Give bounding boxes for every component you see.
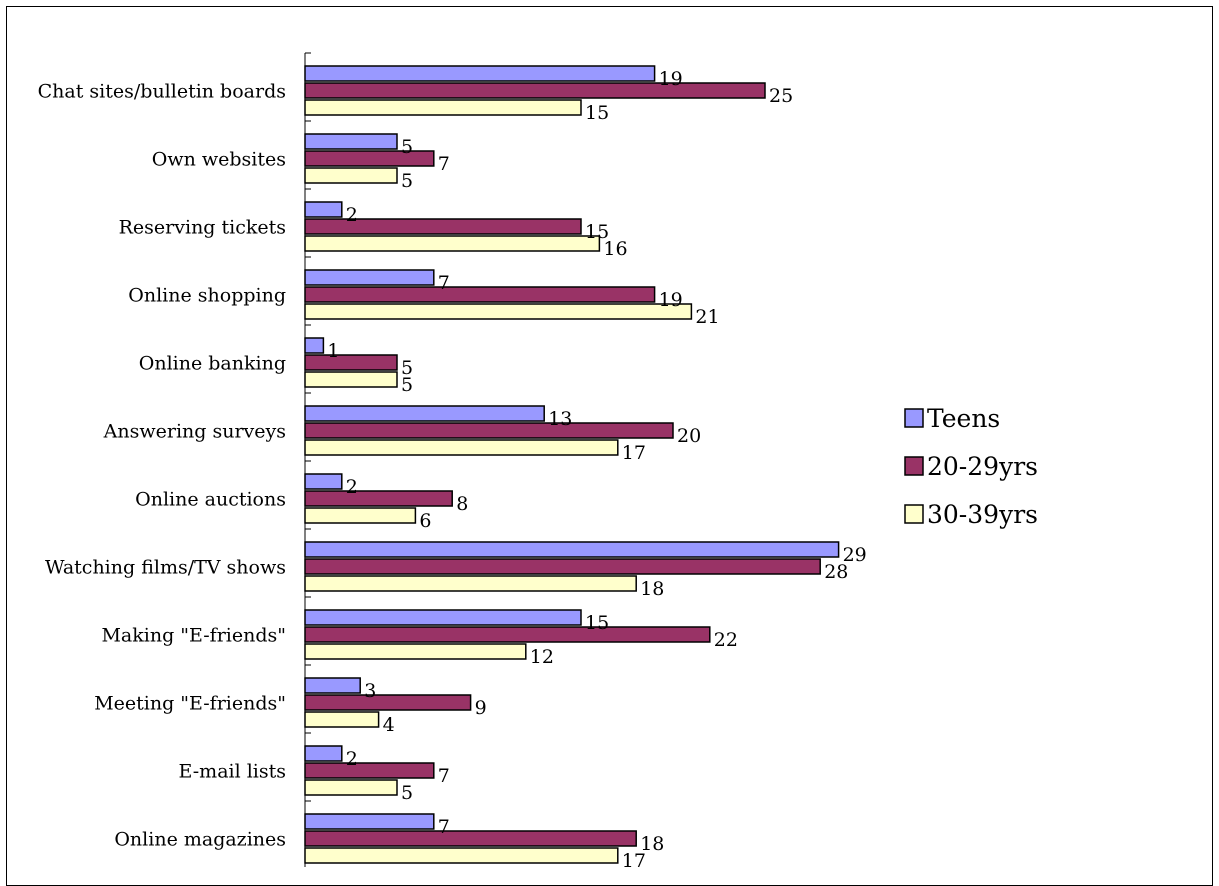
legend-swatch [904,504,924,524]
data-label: 15 [585,102,609,124]
data-label: 5 [401,357,413,379]
bar [304,609,582,626]
data-label: 18 [640,578,664,600]
data-label: 5 [401,136,413,158]
bar [304,541,840,558]
data-label: 22 [714,629,738,651]
data-label: 7 [438,765,450,787]
data-label: 28 [824,561,848,583]
category-label: Meeting "E-friends" [94,693,286,715]
bar [304,677,361,694]
data-label: 16 [603,238,627,260]
category-label: Online magazines [114,829,286,851]
bar [304,473,343,490]
legend: Teens 20-29yrs 30-39yrs [904,404,1038,529]
bar [304,82,766,99]
bar [304,762,435,779]
category-label: Online banking [139,353,286,375]
category-label: Watching films/TV shows [45,557,286,579]
bar [304,847,619,864]
data-label: 2 [346,748,358,770]
data-label: 6 [419,510,431,532]
data-label: 2 [346,204,358,226]
bar [304,779,398,796]
data-label: 3 [364,680,376,702]
data-label: 7 [438,816,450,838]
bar [304,694,472,711]
data-label: 25 [769,85,793,107]
bar [304,711,380,728]
bar [304,286,656,303]
data-label: 7 [438,153,450,175]
bar [304,337,325,354]
bar [304,830,637,847]
data-label: 5 [401,170,413,192]
axis-layer [304,52,311,867]
legend-label: 30-39yrs [927,500,1038,529]
bar [304,99,582,116]
bar [304,201,343,218]
bar [304,813,435,830]
data-label: 15 [585,221,609,243]
category-label: Chat sites/bulletin boards [38,81,286,103]
bar [304,439,619,456]
category-label: E-mail lists [179,761,286,783]
category-label: Answering surveys [103,421,286,443]
bar [304,626,711,643]
data-label: 9 [475,697,487,719]
category-label: Online shopping [128,285,286,307]
data-label: 1 [327,340,339,362]
legend-label: Teens [927,404,1000,433]
bar [304,405,545,422]
bar [304,371,398,388]
data-label: 13 [548,408,572,430]
bar [304,269,435,286]
data-label: 17 [622,442,646,464]
data-label: 5 [401,782,413,804]
bar [304,422,674,439]
data-label: 19 [659,289,683,311]
bar [304,133,398,150]
legend-label: 20-29yrs [927,452,1038,481]
data-label: 21 [695,306,719,328]
category-label: Reserving tickets [119,217,286,239]
data-label: 4 [383,714,395,736]
legend-swatch [904,456,924,476]
bar [304,490,453,507]
bar [304,150,435,167]
bar [304,558,821,575]
bar [304,507,417,524]
data-label: 20 [677,425,701,447]
data-label: 29 [843,544,867,566]
data-label: 17 [622,850,646,867]
data-label: 8 [456,493,468,515]
legend-swatch [904,408,924,428]
data-label: 7 [438,272,450,294]
bar [304,575,637,592]
bar [304,354,398,371]
bar [304,218,582,235]
data-label: 18 [640,833,664,855]
bar [304,643,527,660]
data-label: 12 [530,646,554,668]
category-label: Own websites [152,149,286,171]
bar [304,745,343,762]
data-label: 5 [401,374,413,396]
bar [304,167,398,184]
bars-layer [304,65,840,864]
category-label: Online auctions [135,489,286,511]
bar [304,303,693,320]
data-label: 2 [346,476,358,498]
data-label: 19 [659,68,683,90]
data-label: 15 [585,612,609,634]
category-label: Making "E-friends" [101,625,286,647]
bar [304,65,656,82]
bar [304,235,601,252]
